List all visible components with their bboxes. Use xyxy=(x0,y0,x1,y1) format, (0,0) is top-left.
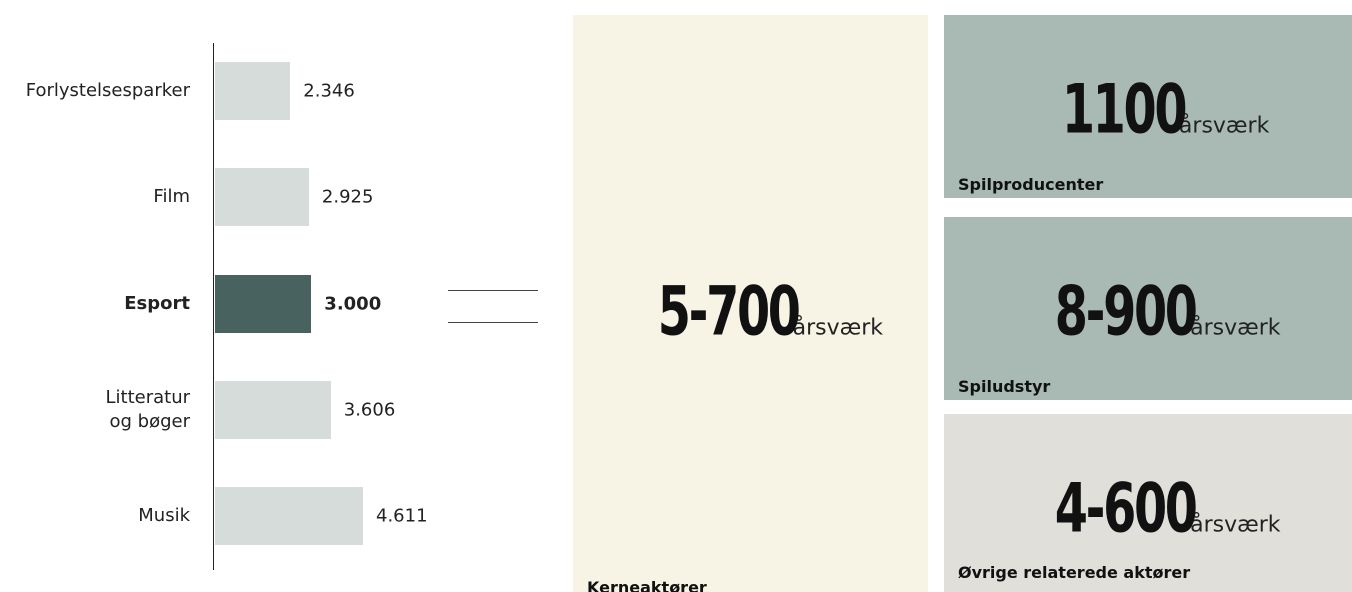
figure: 5-700årsværk xyxy=(573,273,928,352)
panel-label: Spilproducenter xyxy=(958,175,1104,194)
figure-value: 5-700 xyxy=(657,272,801,352)
figure: 8-900årsværk xyxy=(944,273,1352,352)
category-label: Forlystelsesparker xyxy=(25,80,190,101)
figure-unit: årsværk xyxy=(1190,512,1281,538)
value-label: 2.925 xyxy=(321,186,374,208)
figure-unit: årsværk xyxy=(1178,113,1270,139)
category-label: Musik xyxy=(138,505,190,527)
panel: 8-900årsværk Spiludstyr xyxy=(944,217,1352,400)
bar xyxy=(215,62,291,120)
figure-value: 8-900 xyxy=(1055,272,1198,352)
figure: 1100årsværk xyxy=(944,71,1352,150)
value-label: 4.611 xyxy=(376,505,428,527)
category-label: Litteratur og bøger xyxy=(105,386,190,432)
figure-unit: årsværk xyxy=(792,315,884,341)
bar xyxy=(215,487,363,546)
figure: 4-600årsværk xyxy=(944,470,1352,549)
connector-line xyxy=(448,322,538,323)
axis-line xyxy=(213,43,214,570)
bar xyxy=(215,168,309,227)
category-label: Film xyxy=(153,186,190,208)
figure-unit: årsværk xyxy=(1190,315,1281,341)
value-label: 3.000 xyxy=(324,293,382,315)
panel: 4-600årsværk Øvrige relaterede aktører xyxy=(944,414,1352,592)
value-label: 3.606 xyxy=(343,399,396,421)
bar xyxy=(215,380,331,439)
panel: 5-700årsværk Kerneaktører xyxy=(573,15,928,592)
value-label: 2.346 xyxy=(303,80,355,102)
bar xyxy=(215,274,312,333)
figure-value: 1100 xyxy=(1061,70,1187,150)
panel-label: Kerneaktører xyxy=(587,578,707,592)
panel: 1100årsværk Spilproducenter xyxy=(944,15,1352,198)
panel-label: Spiludstyr xyxy=(958,377,1051,396)
panel-label: Øvrige relaterede aktører xyxy=(958,563,1191,582)
connector-line xyxy=(448,290,538,291)
category-label: Esport xyxy=(124,292,190,314)
figure-value: 4-600 xyxy=(1055,469,1198,549)
